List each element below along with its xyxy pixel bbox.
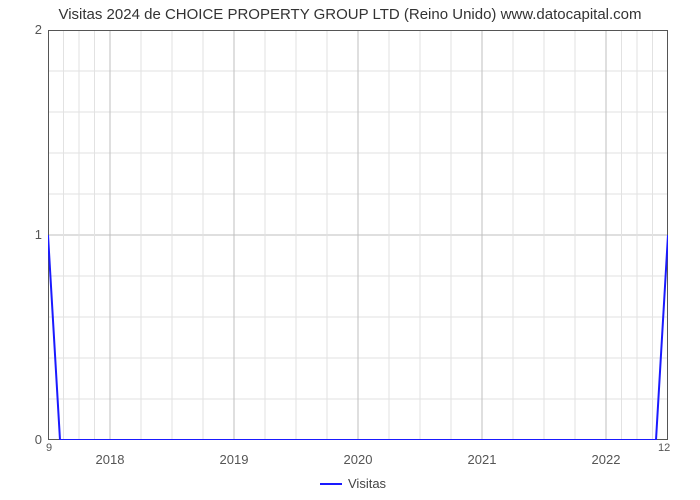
x-tick-label: 2020	[344, 452, 373, 467]
y-tick-label: 1	[18, 227, 42, 242]
x-tick-label: 2021	[468, 452, 497, 467]
legend-swatch	[320, 483, 342, 485]
y-tick-label: 0	[18, 432, 42, 447]
chart-legend: Visitas	[320, 476, 386, 491]
y-tick-label: 2	[18, 22, 42, 37]
x-tick-label: 2018	[96, 452, 125, 467]
legend-label: Visitas	[348, 476, 386, 491]
chart-svg	[48, 30, 668, 440]
chart-plot-area	[48, 30, 668, 440]
chart-title: Visitas 2024 de CHOICE PROPERTY GROUP LT…	[0, 6, 700, 23]
x-tick-label: 2019	[220, 452, 249, 467]
x-edge-right-label: 12	[658, 442, 670, 454]
x-edge-left-label: 9	[46, 442, 52, 454]
x-tick-label: 2022	[592, 452, 621, 467]
